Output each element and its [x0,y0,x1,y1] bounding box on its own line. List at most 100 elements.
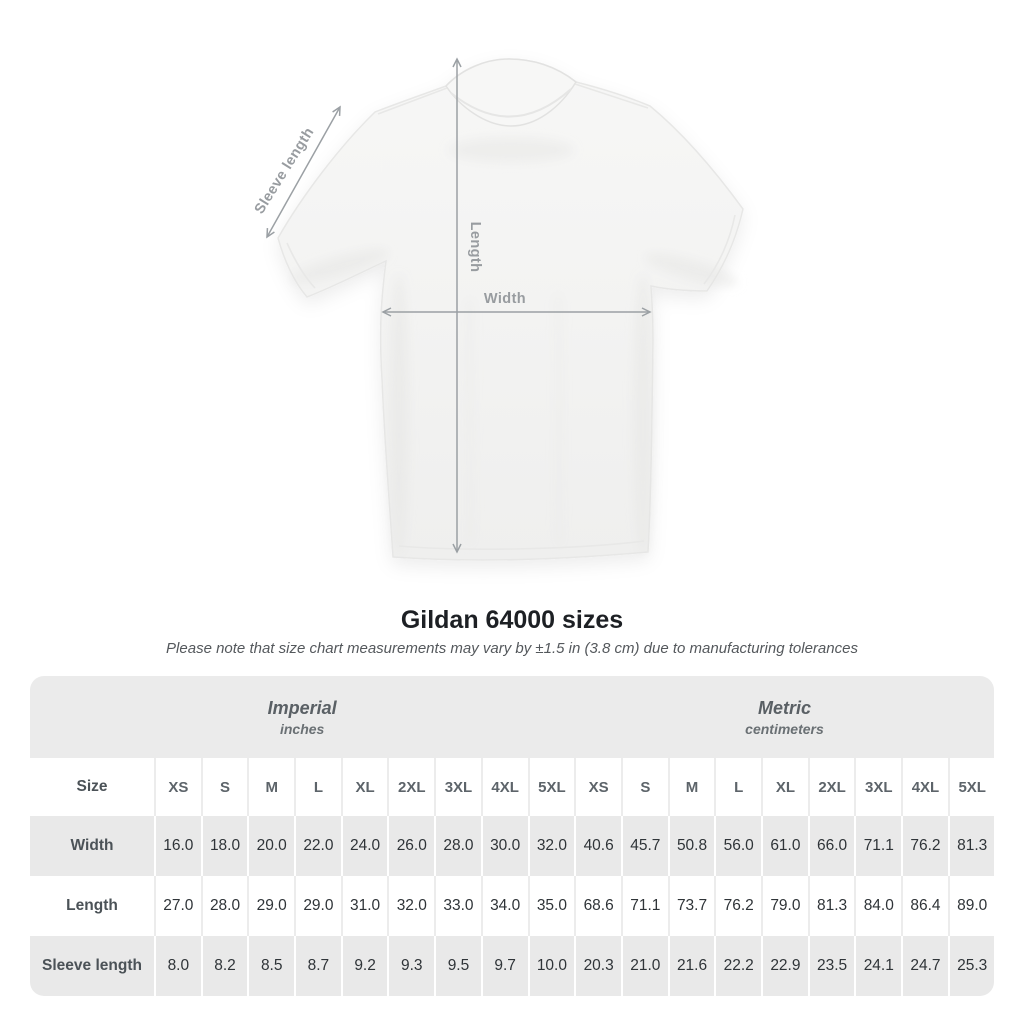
value-cell-imperial-length-2xl: 32.0 [387,876,434,936]
value-cell-imperial-sleeve-length-5xl: 10.0 [527,936,575,996]
size-header-imperial-s: S [200,758,248,816]
value-cell-metric-length-3xl: 84.0 [854,876,901,936]
size-header-row: Size XS S M L XL 2XL 3XL 4XL 5XL XS S M L XL 2XL 3XL 4XL… [30,758,994,816]
value-cell-imperial-length-3xl: 33.0 [434,876,481,936]
measurement-row-label: Width [70,837,114,854]
imperial-group-header: Imperial inches [30,676,575,758]
size-header-imperial-xs: XS [154,758,201,816]
value-cell-imperial-width-4xl: 30.0 [480,816,528,876]
value-cell-imperial-sleeve-length-l: 8.7 [294,936,341,996]
stitch-lines [286,83,736,550]
value-cell-metric-length-s: 71.1 [621,876,668,936]
tolerance-note: Please note that size chart measurements… [166,640,858,657]
value-cell-imperial-length-xl: 31.0 [340,876,388,936]
value-cell-imperial-width-3xl: 28.0 [434,816,481,876]
value-cell-metric-sleeve-length-m: 21.6 [667,936,715,996]
value-cell-metric-width-3xl: 71.1 [854,816,901,876]
value-cell-metric-length-xl: 79.0 [761,876,808,936]
value-cell-imperial-sleeve-length-m: 8.5 [247,936,294,996]
value-cell-imperial-sleeve-length-xs: 8.0 [154,936,201,996]
tshirt-outline [277,58,744,561]
value-cell-metric-length-2xl: 81.3 [807,876,855,936]
value-cell-imperial-sleeve-length-4xl: 9.7 [480,936,528,996]
size-header-imperial-3xl: 3XL [434,758,481,816]
size-header-metric-l: L [714,758,761,816]
size-corner-label: Size [76,778,108,795]
size-chart-table: Imperial inches Metric centimeters Size … [30,676,994,996]
size-header-metric-4xl: 4XL [901,758,948,816]
size-header-imperial-4xl: 4XL [480,758,528,816]
measurement-row-width: Width 16.0 18.0 20.0 22.0 24.0 26.0 28.0 30.0 32.… [30,816,994,876]
value-cell-metric-sleeve-length-xs: 20.3 [574,936,621,996]
value-cell-imperial-length-5xl: 35.0 [527,876,575,936]
value-cell-metric-width-m: 50.8 [667,816,715,876]
unit-group-header-row: Imperial inches Metric centimeters [30,676,994,758]
size-header-metric-xs: XS [574,758,621,816]
size-header-metric-2xl: 2XL [807,758,855,816]
size-header-metric-m: M [667,758,715,816]
value-cell-imperial-width-l: 22.0 [294,816,341,876]
length-label: Length [467,222,483,273]
size-header-imperial-xl: XL [340,758,388,816]
value-cell-metric-length-4xl: 86.4 [901,876,948,936]
metric-unit-label: centimeters [745,720,824,737]
page-title: Gildan 64000 sizes [400,606,624,634]
collar-seam [450,88,572,118]
value-cell-metric-length-m: 73.7 [667,876,715,936]
tshirt-shading [291,138,739,555]
value-cell-metric-width-5xl: 81.3 [947,816,994,876]
size-diagram: Sleeve length Length Width [252,57,744,561]
value-cell-metric-length-5xl: 89.0 [947,876,994,936]
measurement-row-sleeve-length: Sleeve length 8.0 8.2 8.5 8.7 9.2 9.3 9.5 9.7 10.… [30,936,994,996]
size-header-metric-5xl: 5XL [947,758,994,816]
value-cell-imperial-width-xl: 24.0 [340,816,388,876]
value-cell-imperial-length-s: 28.0 [200,876,248,936]
value-cell-metric-length-xs: 68.6 [574,876,621,936]
size-header-imperial-m: M [247,758,294,816]
metric-group-header: Metric centimeters [574,676,994,758]
value-cell-imperial-length-l: 29.0 [294,876,341,936]
value-cell-imperial-width-xs: 16.0 [154,816,201,876]
metric-label: Metric [757,697,811,718]
value-cell-imperial-length-xs: 27.0 [154,876,201,936]
value-cell-metric-sleeve-length-s: 21.0 [621,936,668,996]
size-chart-table-container: Imperial inches Metric centimeters Size … [30,676,994,996]
table-body: Width 16.0 18.0 20.0 22.0 24.0 26.0 28.0 30.0 32.… [30,816,994,996]
value-cell-imperial-width-m: 20.0 [247,816,294,876]
measurement-row-length: Length 27.0 28.0 29.0 29.0 31.0 32.0 33.0 34.0 35… [30,876,994,936]
value-cell-metric-width-l: 56.0 [714,816,761,876]
size-header-imperial-l: L [294,758,341,816]
value-cell-metric-width-4xl: 76.2 [901,816,948,876]
size-header-imperial-2xl: 2XL [387,758,434,816]
value-cell-metric-length-l: 76.2 [714,876,761,936]
value-cell-imperial-sleeve-length-2xl: 9.3 [387,936,434,996]
value-cell-imperial-sleeve-length-xl: 9.2 [340,936,388,996]
size-header-imperial-5xl: 5XL [527,758,575,816]
imperial-unit-label: inches [279,720,325,737]
imperial-label: Imperial [267,697,337,718]
size-header-metric-s: S [621,758,668,816]
value-cell-metric-sleeve-length-2xl: 23.5 [807,936,855,996]
value-cell-metric-width-2xl: 66.0 [807,816,855,876]
value-cell-metric-width-s: 45.7 [621,816,668,876]
sleeve-length-arrow [266,105,341,239]
value-cell-imperial-width-5xl: 32.0 [527,816,575,876]
size-header-metric-3xl: 3XL [854,758,901,816]
value-cell-imperial-length-4xl: 34.0 [480,876,528,936]
measurement-row-label: Length [66,897,118,914]
value-cell-imperial-sleeve-length-3xl: 9.5 [434,936,481,996]
value-cell-imperial-width-s: 18.0 [200,816,248,876]
value-cell-metric-sleeve-length-4xl: 24.7 [901,936,948,996]
value-cell-imperial-width-2xl: 26.0 [387,816,434,876]
value-cell-metric-sleeve-length-3xl: 24.1 [854,936,901,996]
width-label: Width [484,291,526,307]
value-cell-metric-sleeve-length-xl: 22.9 [761,936,808,996]
value-cell-metric-width-xs: 40.6 [574,816,621,876]
value-cell-metric-sleeve-length-5xl: 25.3 [947,936,994,996]
tshirt-measurement-figure: Sleeve length Length Width [252,57,744,561]
size-header-metric-xl: XL [761,758,808,816]
value-cell-imperial-sleeve-length-s: 8.2 [200,936,248,996]
measurement-row-label: Sleeve length [42,957,142,974]
value-cell-metric-width-xl: 61.0 [761,816,808,876]
value-cell-metric-sleeve-length-l: 22.2 [714,936,761,996]
